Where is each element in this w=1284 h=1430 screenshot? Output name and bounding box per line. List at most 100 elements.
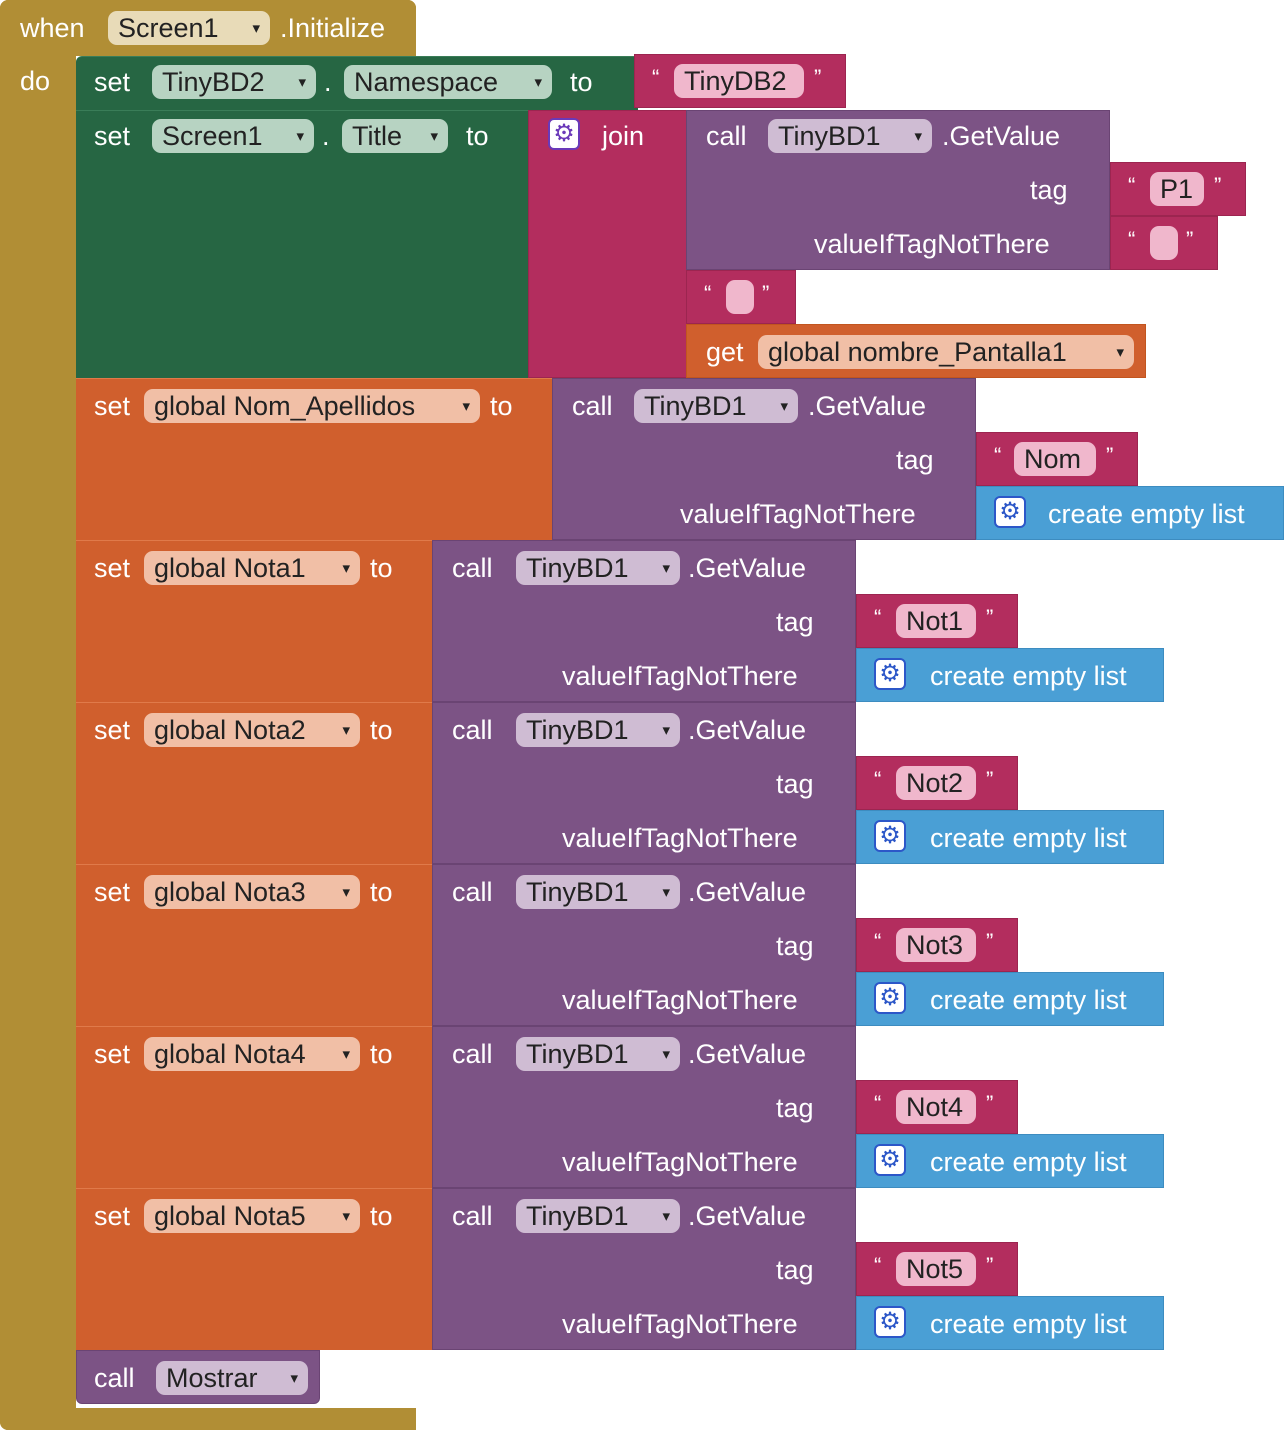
set-label: set (94, 1201, 131, 1231)
tag-label: tag (776, 931, 814, 961)
variable-dropdown[interactable]: global Nota2 ▾ (144, 713, 360, 747)
property-dropdown[interactable]: Namespace ▾ (344, 65, 552, 99)
gear-icon[interactable]: ⚙ (874, 820, 906, 852)
close-quote-icon: ” (986, 1253, 994, 1278)
valueiftagnotthere-label: valueIfTagNotThere (562, 1309, 798, 1339)
tag-label: tag (896, 445, 934, 475)
variable-dropdown[interactable]: global nombre_Pantalla1 ▾ (758, 335, 1134, 369)
create-empty-list-block[interactable] (856, 810, 1164, 864)
create-empty-list-block[interactable] (976, 486, 1284, 540)
text-field[interactable]: Not3 (896, 928, 976, 962)
open-quote-icon: “ (652, 65, 660, 90)
tinydb-dropdown[interactable]: TinyBD1 ▾ (516, 713, 680, 747)
chevron-down-icon: ▾ (534, 74, 542, 91)
gear-icon[interactable]: ⚙ (874, 658, 906, 690)
chevron-down-icon: ▾ (662, 560, 670, 577)
component-dropdown[interactable]: TinyBD2 ▾ (152, 65, 316, 99)
screen-dropdown[interactable]: Screen1 ▾ (108, 11, 270, 45)
gear-icon[interactable]: ⚙ (874, 982, 906, 1014)
variable-dropdown[interactable]: global Nom_Apellidos ▾ (144, 389, 480, 423)
chevron-down-icon: ▾ (462, 398, 470, 415)
create-empty-list-block[interactable] (856, 1296, 1164, 1350)
tinydb-dropdown[interactable]: TinyBD1 ▾ (768, 119, 932, 153)
variable-dropdown[interactable]: global Nota5 ▾ (144, 1199, 360, 1233)
component-dropdown-label: Screen1 (162, 121, 263, 151)
text-field[interactable]: Not1 (896, 604, 976, 638)
close-quote-icon: ” (762, 281, 770, 306)
method-label: .GetValue (688, 553, 807, 583)
to-label: to (370, 553, 393, 583)
text-field[interactable]: P1 (1150, 172, 1204, 206)
gear-icon[interactable]: ⚙ (874, 1144, 906, 1176)
text-field[interactable]: Nom (1014, 442, 1096, 476)
property-dropdown[interactable]: Title ▾ (342, 119, 448, 153)
method-label: .GetValue (942, 121, 1061, 151)
variable-dropdown[interactable]: global Nota4 ▾ (144, 1037, 360, 1071)
valueiftagnotthere-label: valueIfTagNotThere (814, 229, 1050, 259)
tinydb-dropdown[interactable]: TinyBD1 ▾ (634, 389, 798, 423)
method-label: .GetValue (688, 877, 807, 907)
create-empty-list-label: create empty list (930, 823, 1127, 853)
gear-icon[interactable]: ⚙ (548, 118, 580, 150)
dot-label: . (322, 121, 330, 151)
property-dropdown-label: Title (352, 121, 403, 151)
open-quote-icon: “ (874, 929, 882, 954)
open-quote-icon: “ (874, 1253, 882, 1278)
text-field[interactable]: Not2 (896, 766, 976, 800)
call-label: call (452, 1201, 493, 1231)
join-block[interactable] (528, 110, 690, 378)
chevron-down-icon: ▾ (252, 20, 260, 37)
gear-icon[interactable]: ⚙ (874, 1306, 906, 1338)
tag-label: tag (1030, 175, 1068, 205)
create-empty-list-label: create empty list (930, 661, 1127, 691)
tinydb-dropdown[interactable]: TinyBD1 ▾ (516, 875, 680, 909)
set-label: set (94, 553, 131, 583)
variable-dropdown-label: global Nota4 (154, 1039, 306, 1069)
create-empty-list-block[interactable] (856, 1134, 1164, 1188)
tinydb-dropdown[interactable]: TinyBD1 ▾ (516, 551, 680, 585)
method-label: .GetValue (688, 1201, 807, 1231)
to-label: to (570, 67, 593, 97)
set-label: set (94, 121, 131, 151)
call-label: call (94, 1363, 135, 1393)
create-empty-list-block[interactable] (856, 972, 1164, 1026)
chevron-down-icon: ▾ (662, 884, 670, 901)
chevron-down-icon: ▾ (914, 128, 922, 145)
when-label: when (20, 13, 85, 43)
open-quote-icon: “ (874, 605, 882, 630)
chevron-down-icon: ▾ (342, 1208, 350, 1225)
get-label: get (706, 337, 744, 367)
valueiftagnotthere-label: valueIfTagNotThere (562, 823, 798, 853)
text-field[interactable]: TinyDB2 (674, 64, 804, 98)
text-field[interactable]: Not4 (896, 1090, 976, 1124)
text-block-nom[interactable] (976, 432, 1138, 486)
set-screen1-title-block[interactable] (76, 110, 532, 378)
variable-dropdown[interactable]: global Nota1 ▾ (144, 551, 360, 585)
to-label: to (370, 877, 393, 907)
event-block-bottom (0, 1408, 416, 1430)
dot-label: . (324, 67, 332, 97)
tinydb-dropdown[interactable]: TinyBD1 ▾ (516, 1199, 680, 1233)
valueiftagnotthere-label: valueIfTagNotThere (562, 1147, 798, 1177)
chevron-down-icon: ▾ (662, 1208, 670, 1225)
variable-dropdown-label: global Nota1 (154, 553, 306, 583)
chevron-down-icon: ▾ (430, 128, 438, 145)
tinydb-dropdown-label: TinyBD1 (778, 121, 881, 151)
tinydb-dropdown[interactable]: TinyBD1 ▾ (516, 1037, 680, 1071)
tag-label: tag (776, 769, 814, 799)
text-field[interactable] (1150, 226, 1178, 260)
gear-icon[interactable]: ⚙ (994, 496, 1026, 528)
component-dropdown[interactable]: Screen1 ▾ (152, 119, 314, 153)
procedure-dropdown[interactable]: Mostrar ▾ (156, 1361, 308, 1395)
tag-label: tag (776, 1093, 814, 1123)
to-label: to (370, 1201, 393, 1231)
tinydb-dropdown-label: TinyBD1 (526, 553, 629, 583)
call-label: call (452, 715, 493, 745)
component-dropdown-label: TinyBD2 (162, 67, 265, 97)
screen-dropdown-label: Screen1 (118, 13, 219, 43)
text-field[interactable]: Not5 (896, 1252, 976, 1286)
variable-dropdown[interactable]: global Nota3 ▾ (144, 875, 360, 909)
text-field[interactable] (726, 280, 754, 314)
create-empty-list-block[interactable] (856, 648, 1164, 702)
open-quote-icon: “ (874, 1091, 882, 1116)
